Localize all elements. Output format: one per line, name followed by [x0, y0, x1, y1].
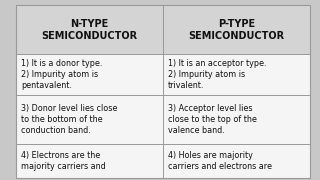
Bar [16, 144, 310, 178]
Bar [16, 95, 310, 144]
Bar [16, 54, 310, 95]
Text: 3) Donor level lies close
to the bottom of the
conduction band.: 3) Donor level lies close to the bottom … [21, 104, 117, 135]
Text: 1) It is an acceptor type.
2) Impurity atom is
trivalent.: 1) It is an acceptor type. 2) Impurity a… [168, 59, 267, 90]
Text: 4) Electrons are the
majority carriers and: 4) Electrons are the majority carriers a… [21, 151, 106, 171]
Text: N-TYPE
SEMICONDUCTOR: N-TYPE SEMICONDUCTOR [42, 19, 138, 41]
Text: 4) Holes are majority
carriers and electrons are: 4) Holes are majority carriers and elect… [168, 151, 272, 171]
Text: 1) It is a donor type.
2) Impurity atom is
pentavalent.: 1) It is a donor type. 2) Impurity atom … [21, 59, 102, 90]
Text: 3) Acceptor level lies
close to the top of the
valence band.: 3) Acceptor level lies close to the top … [168, 104, 257, 135]
Text: P-TYPE
SEMICONDUCTOR: P-TYPE SEMICONDUCTOR [189, 19, 285, 41]
Bar [16, 5, 310, 54]
